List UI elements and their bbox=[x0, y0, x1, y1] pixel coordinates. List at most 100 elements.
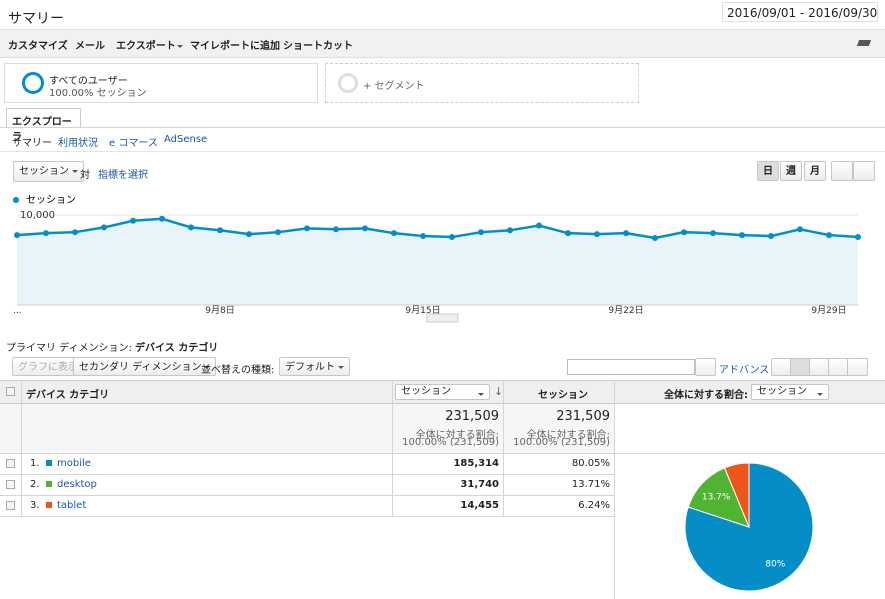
page-title: サマリー bbox=[8, 11, 64, 27]
date-picker[interactable]: 2016/09/01 - 2016/09/30 bbox=[722, 2, 878, 22]
sort-label: 並べ替えの種類: bbox=[201, 365, 275, 376]
col-divider bbox=[503, 380, 504, 516]
segment-card[interactable]: すべてのユーザー 100.00% セッション bbox=[4, 63, 318, 103]
view-toggle[interactable] bbox=[809, 358, 830, 376]
row-name[interactable]: mobile bbox=[57, 458, 91, 469]
share-metric-select[interactable]: セッション bbox=[751, 384, 829, 400]
row-divider bbox=[0, 474, 614, 475]
x-tick-label: ... bbox=[13, 306, 22, 316]
row-color bbox=[46, 481, 52, 487]
data-point bbox=[594, 231, 600, 238]
row-color bbox=[46, 502, 52, 508]
sort-arrow[interactable]: ↓ bbox=[494, 385, 504, 398]
view-toggle[interactable] bbox=[790, 358, 811, 376]
view-toggle[interactable] bbox=[847, 358, 868, 376]
row-divider bbox=[0, 495, 614, 496]
label: プライマリ ディメンション: bbox=[6, 343, 132, 354]
line-chart-toggle[interactable] bbox=[831, 161, 853, 181]
toolbar-item[interactable]: ショートカット bbox=[283, 41, 353, 52]
slice-label: 80% bbox=[765, 559, 785, 569]
versus: 対 bbox=[80, 170, 90, 181]
data-point bbox=[159, 215, 165, 222]
y-tick-label: 10,000 bbox=[20, 210, 55, 221]
add-segment[interactable]: + セグメント bbox=[325, 63, 639, 103]
row-share: 6.24% bbox=[578, 500, 610, 511]
toolbar-item[interactable]: エクスポート bbox=[116, 37, 188, 52]
metric-header-select[interactable]: セッション bbox=[395, 384, 490, 400]
metric-select[interactable]: セッション bbox=[13, 161, 84, 182]
data-point bbox=[304, 225, 310, 232]
toolbar-item[interactable]: メール bbox=[75, 41, 105, 52]
total-share: 100.00% (231,509) bbox=[513, 437, 610, 448]
row-index: 1. bbox=[30, 458, 40, 469]
subtab[interactable]: サマリー bbox=[12, 138, 52, 149]
plot-button[interactable]: グラフに表示 bbox=[12, 357, 84, 376]
subtab[interactable]: AdSense bbox=[164, 134, 208, 145]
pie-chart: 80% 13.7% bbox=[684, 462, 814, 592]
data-point bbox=[362, 225, 368, 232]
legend-marker bbox=[13, 197, 19, 203]
checkbox[interactable] bbox=[6, 480, 15, 489]
toolbar-item[interactable]: カスタマイズ bbox=[8, 41, 68, 52]
col-divider bbox=[614, 380, 615, 599]
checkbox[interactable] bbox=[6, 459, 15, 468]
view-toggle[interactable] bbox=[771, 358, 792, 376]
search-button[interactable] bbox=[695, 358, 716, 376]
view-toggle[interactable] bbox=[828, 358, 849, 376]
data-point bbox=[43, 230, 49, 237]
segment-icon bbox=[22, 72, 44, 94]
row-divider bbox=[0, 453, 885, 454]
subtab[interactable]: e コマース bbox=[109, 138, 158, 149]
data-point bbox=[652, 234, 658, 241]
pie-slice bbox=[684, 462, 814, 592]
search-input[interactable] bbox=[567, 359, 695, 375]
total-share-label: 全体に対する割合: bbox=[526, 430, 610, 441]
data-point bbox=[275, 229, 281, 236]
series-line bbox=[16, 217, 859, 240]
secondary-dimension[interactable]: セカンダリ ディメンション bbox=[73, 357, 217, 376]
data-point bbox=[130, 217, 136, 224]
legend-label: セッション bbox=[26, 194, 76, 206]
row-sessions: 185,314 bbox=[453, 458, 499, 469]
data-point bbox=[449, 234, 455, 241]
slice-label: 13.7% bbox=[702, 493, 731, 503]
data-point bbox=[507, 227, 513, 234]
share-header: 全体に対する割合: bbox=[664, 390, 748, 401]
row-name[interactable]: desktop bbox=[57, 479, 97, 490]
period-button[interactable]: 月 bbox=[804, 161, 826, 181]
x-tick-label: 9月22日 bbox=[608, 305, 643, 316]
subtab[interactable]: 利用状況 bbox=[58, 138, 98, 149]
totals-row bbox=[0, 404, 614, 454]
data-point bbox=[768, 233, 774, 240]
total-share: 100.00% (231,509) bbox=[402, 437, 499, 448]
data-point bbox=[188, 224, 194, 231]
range-handle bbox=[426, 313, 459, 323]
row-sessions: 14,455 bbox=[460, 500, 499, 511]
data-point bbox=[72, 229, 78, 236]
x-tick-label: 9月29日 bbox=[811, 305, 846, 316]
total-share-label: 全体に対する割合: bbox=[415, 430, 499, 441]
checkbox[interactable] bbox=[6, 387, 15, 396]
row-name[interactable]: tablet bbox=[57, 500, 87, 511]
toolbar-item[interactable]: マイレポートに追加 bbox=[190, 41, 280, 52]
motion-chart-toggle[interactable] bbox=[853, 161, 875, 181]
explorer-tab[interactable]: エクスプローラ bbox=[6, 108, 81, 143]
primary-dimension-label: プライマリ ディメンション: デバイス カテゴリ bbox=[6, 339, 218, 354]
date-range: 2016/09/01 - 2016/09/30 bbox=[727, 6, 878, 20]
x-tick-label: 9月15日 bbox=[405, 305, 440, 316]
data-point bbox=[710, 230, 716, 237]
period-button[interactable]: 日 bbox=[757, 161, 779, 181]
select-metric[interactable]: 指標を選択 bbox=[98, 170, 148, 181]
row-divider bbox=[0, 516, 614, 517]
checkbox[interactable] bbox=[6, 501, 15, 510]
advanced-link[interactable]: アドバンス bbox=[719, 365, 770, 376]
data-point bbox=[797, 226, 803, 233]
sort-select[interactable]: デフォルト bbox=[279, 357, 350, 376]
data-point bbox=[536, 222, 542, 229]
data-point bbox=[333, 226, 339, 233]
period-button[interactable]: 週 bbox=[780, 161, 802, 181]
education-icon[interactable] bbox=[856, 40, 872, 46]
data-point bbox=[391, 230, 397, 237]
segment-detail: 100.00% セッション bbox=[49, 88, 147, 99]
